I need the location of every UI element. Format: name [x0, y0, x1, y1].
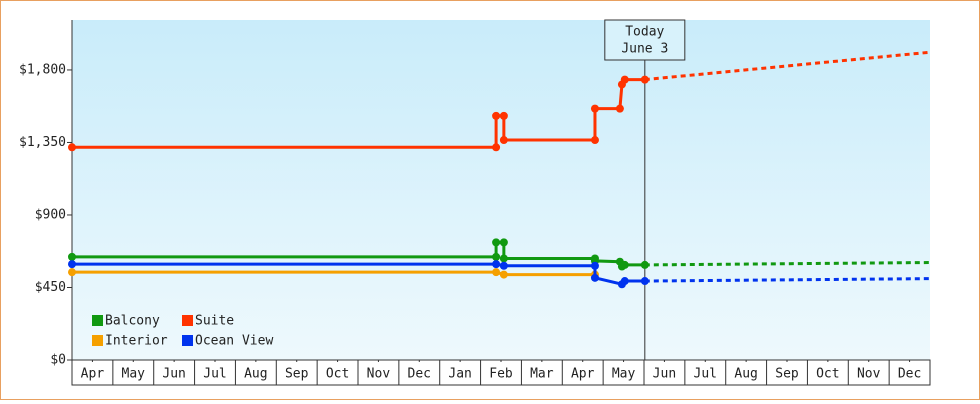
x-tick-label: Jun	[162, 367, 185, 382]
legend-label: Interior	[105, 334, 168, 349]
price-point	[590, 136, 599, 145]
x-tick-label: Jan	[448, 367, 471, 382]
x-tick-label: Apr	[571, 367, 595, 382]
y-tick-label: $450	[35, 280, 66, 295]
x-tick-label: Feb	[489, 367, 513, 382]
price-point	[620, 75, 629, 84]
price-point	[499, 261, 508, 270]
price-point	[492, 143, 501, 152]
x-tick-label: Nov	[367, 367, 391, 382]
price-point	[499, 270, 508, 279]
price-point	[68, 260, 76, 269]
x-tick-label: Oct	[326, 367, 349, 382]
plot-area	[72, 20, 930, 360]
legend-label: Balcony	[105, 314, 160, 329]
x-tick-label: Oct	[816, 367, 839, 382]
price-point	[492, 260, 501, 269]
legend-swatch	[182, 315, 193, 326]
y-tick-label: $900	[35, 207, 66, 222]
price-point	[499, 238, 508, 247]
price-point	[590, 104, 599, 113]
price-point	[492, 268, 501, 277]
price-point	[640, 277, 649, 286]
forecast-line	[644, 261, 931, 267]
price-point	[640, 260, 649, 269]
x-tick-label: Sep	[775, 367, 799, 382]
x-tick-label: Jul	[694, 367, 717, 382]
price-line	[72, 270, 595, 277]
price-point	[620, 277, 629, 286]
price-point	[590, 273, 599, 282]
x-tick-label: Jun	[653, 367, 676, 382]
price-point	[492, 111, 501, 120]
price-point	[615, 104, 624, 113]
price-point	[492, 252, 501, 261]
price-point	[492, 238, 501, 247]
legend-label: Suite	[195, 314, 234, 329]
y-tick-label: $0	[50, 353, 66, 368]
price-point	[68, 268, 76, 277]
today-box	[604, 19, 686, 61]
price-point	[499, 111, 508, 120]
forecast-line	[644, 50, 931, 82]
price-point	[640, 75, 649, 84]
price-point	[590, 261, 599, 270]
x-tick-label: Aug	[734, 367, 757, 382]
y-tick-label: $1,350	[19, 135, 66, 150]
price-point	[68, 252, 76, 261]
legend-swatch	[182, 335, 193, 346]
price-point	[499, 254, 508, 263]
x-tick-label: Apr	[81, 367, 105, 382]
legend-label: Ocean View	[195, 334, 273, 349]
x-tick-label: Dec	[898, 367, 921, 382]
x-tick-label: Jul	[203, 367, 226, 382]
x-tick-label: Dec	[408, 367, 431, 382]
legend-swatch	[92, 315, 103, 326]
x-tick-label: May	[612, 367, 636, 382]
price-point	[68, 143, 76, 152]
x-tick-label: Aug	[244, 367, 267, 382]
x-tick-label: May	[122, 367, 146, 382]
y-tick-label: $1,800	[19, 62, 66, 77]
today-label: June 3	[621, 42, 668, 57]
price-point	[499, 136, 508, 145]
price-point	[620, 260, 629, 269]
x-tick-label: Sep	[285, 367, 309, 382]
x-tick-label: Nov	[857, 367, 881, 382]
x-tick-label: Mar	[530, 367, 554, 382]
today-label: Today	[625, 25, 664, 40]
forecast-line	[644, 277, 931, 283]
legend-swatch	[92, 335, 103, 346]
